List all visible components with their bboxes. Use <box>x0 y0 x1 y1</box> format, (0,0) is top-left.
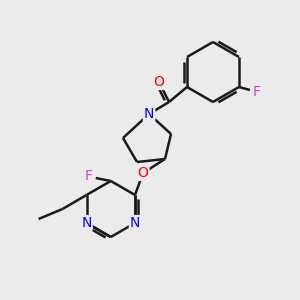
Text: F: F <box>253 85 261 99</box>
Text: N: N <box>81 216 92 230</box>
Text: N: N <box>130 216 140 230</box>
Text: O: O <box>154 75 164 89</box>
Text: F: F <box>85 169 93 183</box>
Text: N: N <box>144 107 154 121</box>
Text: O: O <box>138 166 148 180</box>
